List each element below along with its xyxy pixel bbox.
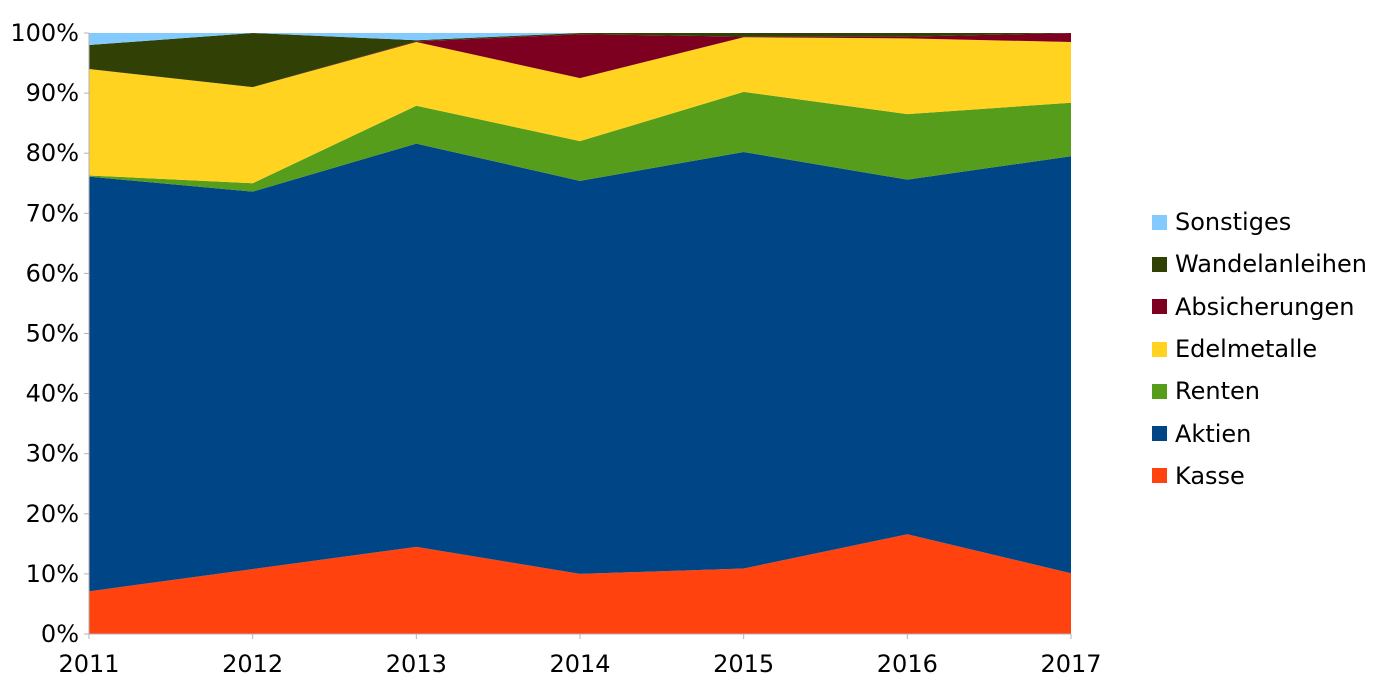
legend-item: Kasse: [1152, 455, 1367, 497]
area-series-edelmetalle: [89, 37, 1071, 184]
y-tick-label: 40%: [26, 380, 79, 408]
y-tick-label: 20%: [26, 500, 79, 528]
legend-item: Edelmetalle: [1152, 328, 1367, 370]
x-tick-label: 2015: [713, 650, 774, 678]
legend-label: Kasse: [1175, 461, 1245, 490]
y-tick-label: 0%: [41, 620, 79, 648]
legend-swatch: [1152, 383, 1167, 399]
x-tick-labels: 2011 2012 2013 2014 2015 2016 2017: [58, 650, 1101, 678]
legend-item: Aktien: [1152, 412, 1367, 454]
legend-swatch: [1152, 256, 1167, 272]
area-series-renten: [89, 91, 1071, 192]
axes: [84, 32, 1072, 639]
legend-label: Wandelanleihen: [1175, 250, 1367, 279]
area-series-aktien: [89, 143, 1071, 592]
legend-item: Wandelanleihen: [1152, 243, 1367, 285]
y-tick-label: 100%: [10, 19, 79, 47]
legend-item: Absicherungen: [1152, 286, 1367, 328]
area-series-sonstiges: [89, 33, 1071, 46]
x-tick-label: 2011: [58, 650, 119, 678]
legend-swatch: [1152, 468, 1167, 484]
x-tick-label: 2013: [386, 650, 447, 678]
legend-label: Renten: [1175, 377, 1260, 406]
legend-swatch: [1152, 426, 1167, 442]
legend-label: Sonstiges: [1175, 208, 1292, 237]
legend-swatch: [1152, 214, 1167, 230]
legend-item: Sonstiges: [1152, 201, 1367, 243]
area-series-kasse: [89, 534, 1071, 634]
legend: Sonstiges Wandelanleihen Absicherungen Edel…: [1152, 201, 1367, 497]
y-tick-label: 30%: [26, 440, 79, 468]
y-tick-labels: 0% 10% 20% 30% 40% 50% 60% 70% 80% 90% 100%: [10, 19, 79, 648]
y-tick-label: 70%: [26, 199, 79, 227]
y-tick-label: 50%: [26, 320, 79, 348]
area-series-wandelanleihen: [89, 33, 1071, 88]
legend-swatch: [1152, 299, 1167, 315]
y-tick-label: 60%: [26, 259, 79, 287]
legend-label: Aktien: [1175, 419, 1252, 448]
legend-label: Edelmetalle: [1175, 335, 1318, 364]
legend-item: Renten: [1152, 370, 1367, 412]
area-layer: [89, 33, 1071, 634]
legend-swatch: [1152, 341, 1167, 357]
x-tick-label: 2017: [1040, 650, 1101, 678]
y-tick-label: 90%: [26, 79, 79, 107]
area-series-absicherungen: [89, 33, 1071, 88]
y-tick-label: 10%: [26, 560, 79, 588]
y-tick-label: 80%: [26, 139, 79, 167]
x-tick-label: 2012: [222, 650, 283, 678]
x-tick-label: 2016: [877, 650, 938, 678]
legend-label: Absicherungen: [1175, 292, 1355, 321]
x-tick-label: 2014: [549, 650, 610, 678]
